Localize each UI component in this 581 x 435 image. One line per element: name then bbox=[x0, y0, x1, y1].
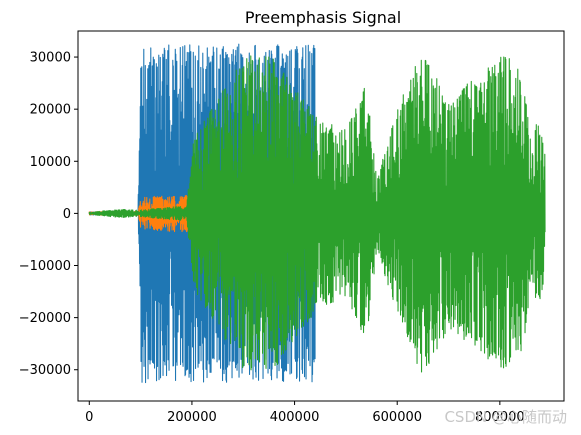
y-tick-label: 20000 bbox=[30, 103, 71, 118]
x-tick-label: 200000 bbox=[167, 410, 217, 425]
series-line-3 bbox=[88, 55, 546, 373]
x-tick-label: 800000 bbox=[475, 410, 525, 425]
x-tick-label: 600000 bbox=[372, 410, 422, 425]
x-tick-label: 0 bbox=[85, 410, 93, 425]
y-tick-label: 0 bbox=[63, 207, 71, 222]
y-tick-label: −10000 bbox=[19, 259, 71, 274]
watermark-text: CSDN @心随而动 bbox=[444, 408, 567, 426]
y-tick-label: 10000 bbox=[30, 155, 71, 170]
plot-frame bbox=[77, 30, 565, 402]
y-tick-label: −20000 bbox=[19, 311, 71, 326]
x-axis: 0 200000 400000 600000 800000 bbox=[85, 401, 525, 425]
plot-area bbox=[88, 43, 546, 384]
y-tick-label: 30000 bbox=[30, 51, 71, 66]
y-tick-label: −30000 bbox=[19, 363, 71, 378]
y-axis: −30000 −20000 −10000 0 10000 20000 30000 bbox=[19, 51, 78, 378]
x-tick-label: 400000 bbox=[270, 410, 320, 425]
chart-title: Preemphasis Signal bbox=[245, 8, 401, 27]
